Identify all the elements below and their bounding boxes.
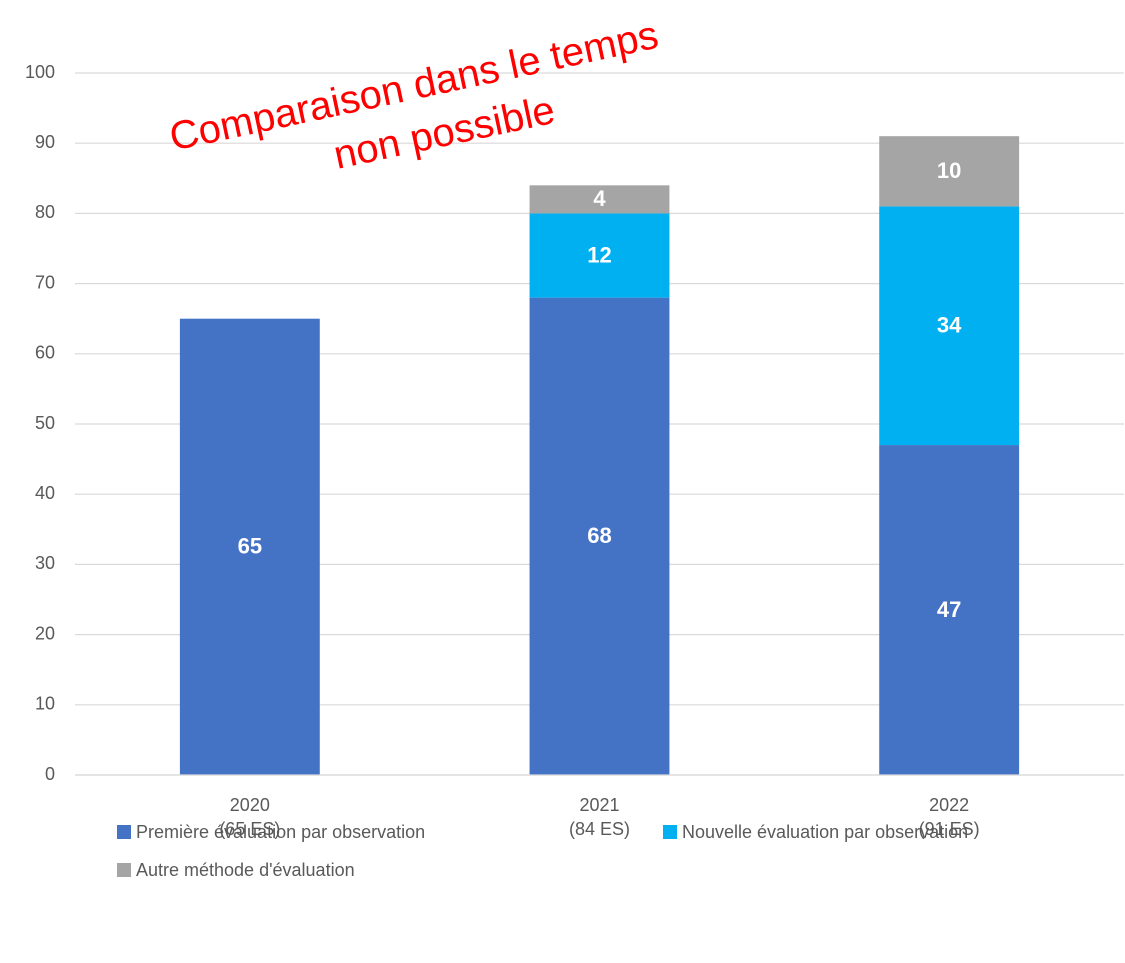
x-tick-label: (65 ES): [219, 819, 280, 839]
data-label: 10: [937, 158, 961, 183]
annotation: Comparaison dans le temps non possible: [166, 13, 662, 178]
data-label: 4: [593, 186, 606, 211]
legend-label: Première évaluation par observation: [136, 822, 425, 842]
legend-swatch: [663, 825, 677, 839]
bar-segment: [529, 297, 670, 775]
y-tick-label: 50: [35, 413, 55, 433]
y-tick-label: 90: [35, 132, 55, 152]
bar-segment: [179, 318, 320, 775]
legend-label: Autre méthode d'évaluation: [136, 860, 355, 880]
y-tick-label: 30: [35, 553, 55, 573]
data-label: 12: [587, 242, 611, 267]
y-tick-label: 40: [35, 483, 55, 503]
data-label: 47: [937, 597, 961, 622]
y-tick-label: 10: [35, 694, 55, 714]
plot: 0 10 20 30 40 50 60 70 80 90 100 2020 (65 ES) 65 2021 (…: [25, 62, 1124, 880]
bar-segment: [529, 213, 670, 298]
data-label: 65: [238, 534, 262, 559]
y-tick-label: 80: [35, 202, 55, 222]
data-label: 68: [587, 523, 611, 548]
y-tick-label: 60: [35, 343, 55, 363]
x-tick-label: 2020: [230, 795, 270, 815]
data-label: 34: [937, 313, 962, 338]
x-tick-label: 2021: [579, 795, 619, 815]
y-tick-label: 70: [35, 272, 55, 292]
x-tick-label: 2022: [929, 795, 969, 815]
bar-segment: [879, 136, 1020, 207]
x-tick-label: (91 ES): [919, 819, 980, 839]
bar-segment: [879, 445, 1020, 775]
y-tick-label: 20: [35, 623, 55, 643]
legend-swatch: [117, 825, 131, 839]
y-tick-label: 0: [45, 764, 55, 784]
bar-segment: [879, 206, 1020, 446]
legend-swatch: [117, 863, 131, 877]
y-tick-label: 100: [25, 62, 55, 82]
x-tick-label: (84 ES): [569, 819, 630, 839]
bar-segment: [529, 185, 670, 214]
legend-label: Nouvelle évaluation par observation: [682, 822, 968, 842]
